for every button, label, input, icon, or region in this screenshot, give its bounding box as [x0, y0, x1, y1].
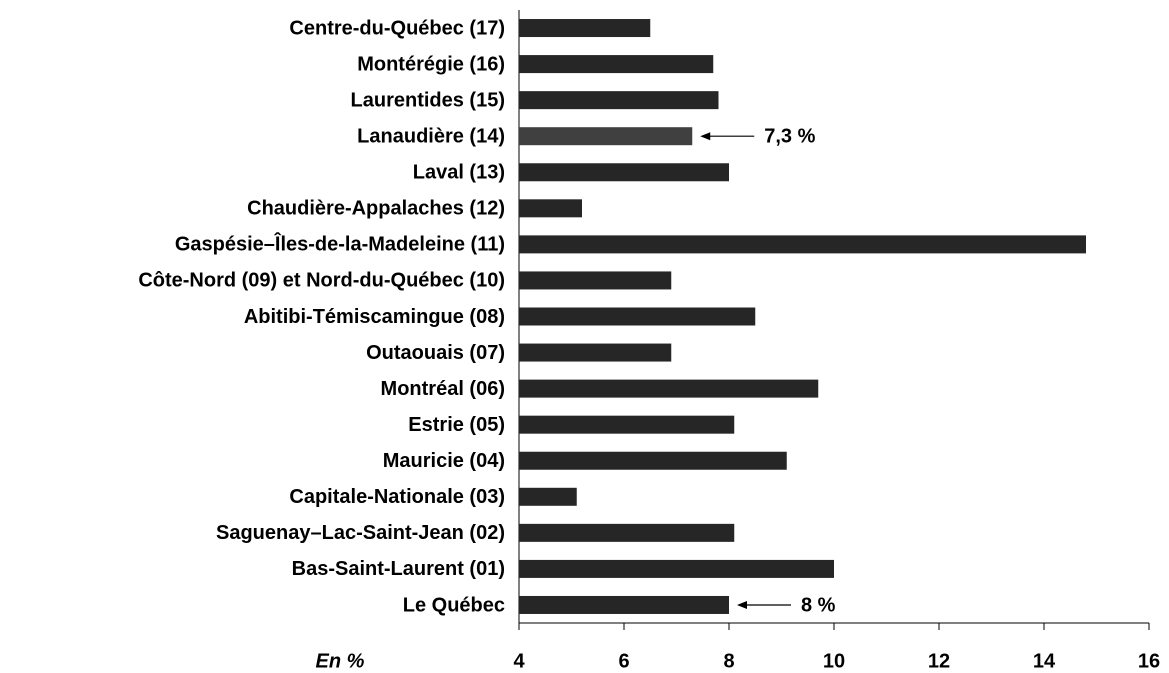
y-tick-label: Le Québec	[403, 594, 505, 616]
y-tick-label: Laval (13)	[413, 162, 505, 184]
arrow-head	[737, 600, 747, 609]
y-tick-label: Côte-Nord (09) et Nord-du-Québec (10)	[138, 270, 505, 292]
bar	[519, 451, 787, 470]
y-tick-label: Centre-du-Québec (17)	[289, 17, 505, 39]
bar	[519, 595, 729, 614]
bar	[519, 127, 693, 146]
bar	[519, 235, 1086, 254]
bar	[519, 307, 756, 326]
arrow-head	[700, 132, 711, 141]
value-label: 8 %	[801, 594, 836, 616]
x-tick-label: 4	[513, 650, 525, 672]
x-tick-label: 10	[823, 650, 845, 672]
value-label: 7,3 %	[764, 125, 815, 147]
y-tick-label: Bas-Saint-Laurent (01)	[292, 558, 505, 580]
bar	[519, 271, 672, 290]
y-tick-label: Montréal (06)	[381, 378, 505, 400]
bar	[519, 163, 729, 182]
bar	[519, 199, 582, 218]
x-axis-label: En %	[316, 650, 365, 672]
x-tick-label: 14	[1033, 650, 1056, 672]
y-tick-label: Estrie (05)	[408, 414, 505, 436]
y-tick-label: Laurentides (15)	[351, 89, 505, 111]
x-tick-label: 16	[1138, 650, 1160, 672]
bar	[519, 415, 735, 434]
y-tick-label: Outaouais (07)	[366, 342, 505, 364]
x-tick-label: 8	[723, 650, 734, 672]
y-tick-label: Chaudière-Appalaches (12)	[247, 198, 505, 220]
x-tick-label: 6	[618, 650, 629, 672]
bar	[519, 379, 819, 398]
bar	[519, 19, 651, 38]
bar	[519, 91, 719, 110]
y-tick-label: Abitibi-Témiscamingue (08)	[244, 306, 505, 328]
y-tick-label: Gaspésie–Îles-de-la-Madeleine (11)	[175, 232, 505, 256]
bar	[519, 343, 672, 362]
bar	[519, 487, 577, 506]
y-tick-label: Saguenay–Lac-Saint-Jean (02)	[216, 522, 505, 544]
y-tick-label: Montérégie (16)	[357, 53, 505, 75]
x-tick-label: 12	[928, 650, 950, 672]
y-tick-label: Capitale-Nationale (03)	[289, 486, 505, 508]
bar	[519, 55, 714, 74]
y-tick-label: Lanaudière (14)	[357, 125, 505, 147]
y-tick-label: Mauricie (04)	[383, 450, 505, 472]
bar	[519, 559, 834, 578]
bar	[519, 523, 735, 542]
